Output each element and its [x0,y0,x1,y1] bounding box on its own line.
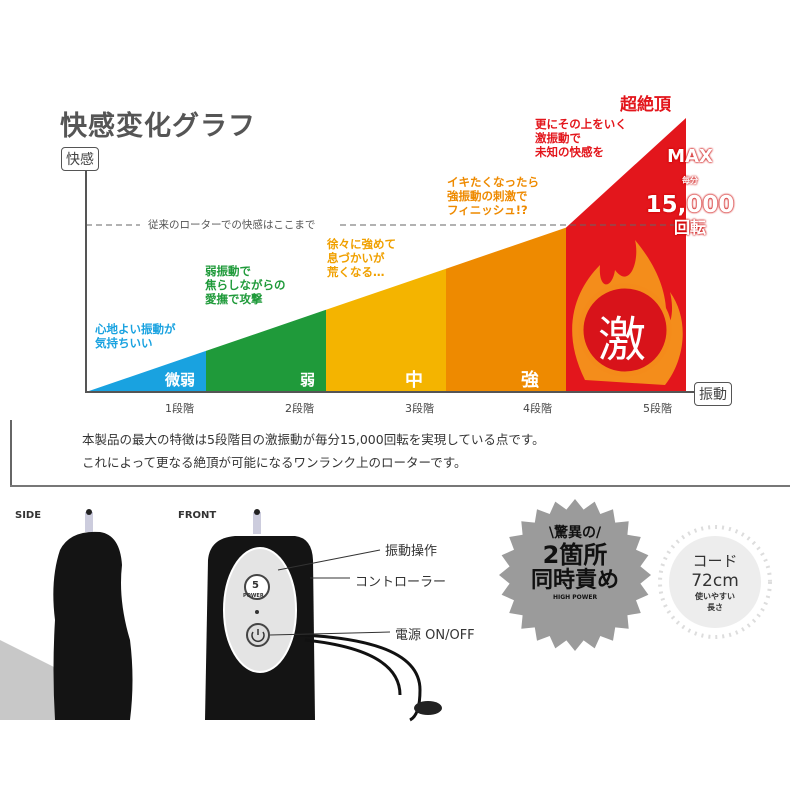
max-rpm-badge: MAX 毎分 15,000 回転 [640,148,740,237]
mode-button-number: 5 [252,580,259,591]
side-device [53,509,133,720]
annotation-3: 徐々に強めて 息づかいが 荒くなる… [327,237,396,279]
badge-top: \驚異の/ [548,525,602,541]
description: 本製品の最大の特徴は5段階目の激振動が毎分15,000回転を実現している点です。… [82,428,545,474]
fire-icon [572,240,683,385]
chart-title: 快感変化グラフ [60,111,256,142]
reference-line-label: 従来のローターでの快感はここまで [145,217,319,232]
tick-label-5: 5段階 [643,402,672,415]
badge-sub: HIGH POWER [552,594,598,601]
max-label: MAX [667,146,713,167]
cord-note-1: 使いやすい [695,592,735,601]
stage-label-1: 微弱 [165,371,196,389]
box-border-left [10,420,12,486]
annotation-4: イキたくなったら 強振動の刺激で フィニッシュ!? [447,175,539,217]
annotation-5: 更にその上をいく 激振動で 未知の快感を [535,117,627,159]
area-segment-1 [86,350,206,392]
front-label: FRONT [178,510,217,521]
callout-controller: コントローラー [355,575,447,590]
area-segment-2 [206,309,326,392]
area-segment-3 [326,268,446,392]
description-line-2: これによって更なる絶頂が可能になるワンランク上のローターです。 [82,455,467,470]
max-unit: 回転 [673,218,706,237]
stage-label-2: 弱 [300,371,316,389]
stage-label-5: 激 [598,312,647,368]
callout-power: 電源 ON/OFF [395,628,475,643]
badge-line2: 同時責め [530,568,619,593]
simultaneous-badge: \驚異の/ 2箇所 同時責め HIGH POWER [515,522,635,601]
cord-note-2: 長さ [707,603,723,612]
badge-starburst [499,499,651,651]
chart-plot [85,118,694,393]
tick-label-4: 4段階 [523,402,552,415]
description-line-1: 本製品の最大の特徴は5段階目の激振動が毎分15,000回転を実現している点です。 [82,432,545,447]
cord-label: コード [692,552,738,570]
cord-badge: コード 72cm 使いやすい 長さ [675,550,755,613]
y-axis-label: 快感 [61,147,99,171]
tick-label-3: 3段階 [405,402,434,415]
max-prefix: 毎分 [682,176,698,185]
annotation-1: 心地よい振動が 気持ちいい [95,322,176,350]
stage-label-3: 中 [405,370,423,391]
tick-label-2: 2段階 [285,402,314,415]
cord-length: 72cm [691,571,739,591]
x-axis-label: 振動 [694,382,732,406]
peak-label: 超絶頂 [620,95,671,115]
product-photo [0,499,772,722]
annotation-2: 弱振動で 焦らしながらの 愛撫で攻撃 [205,264,286,306]
box-border-bottom [10,485,790,487]
tick-label-1: 1段階 [165,402,194,415]
mode-button-label: POWER [243,593,264,599]
side-label: SIDE [15,510,42,521]
area-segment-4 [446,227,566,392]
badge-line1: 2箇所 [542,541,608,569]
front-device [205,509,442,722]
max-value: 15,000 [645,192,735,218]
callout-vibration-control: 振動操作 [385,544,438,559]
stage-label-4: 強 [521,370,539,391]
